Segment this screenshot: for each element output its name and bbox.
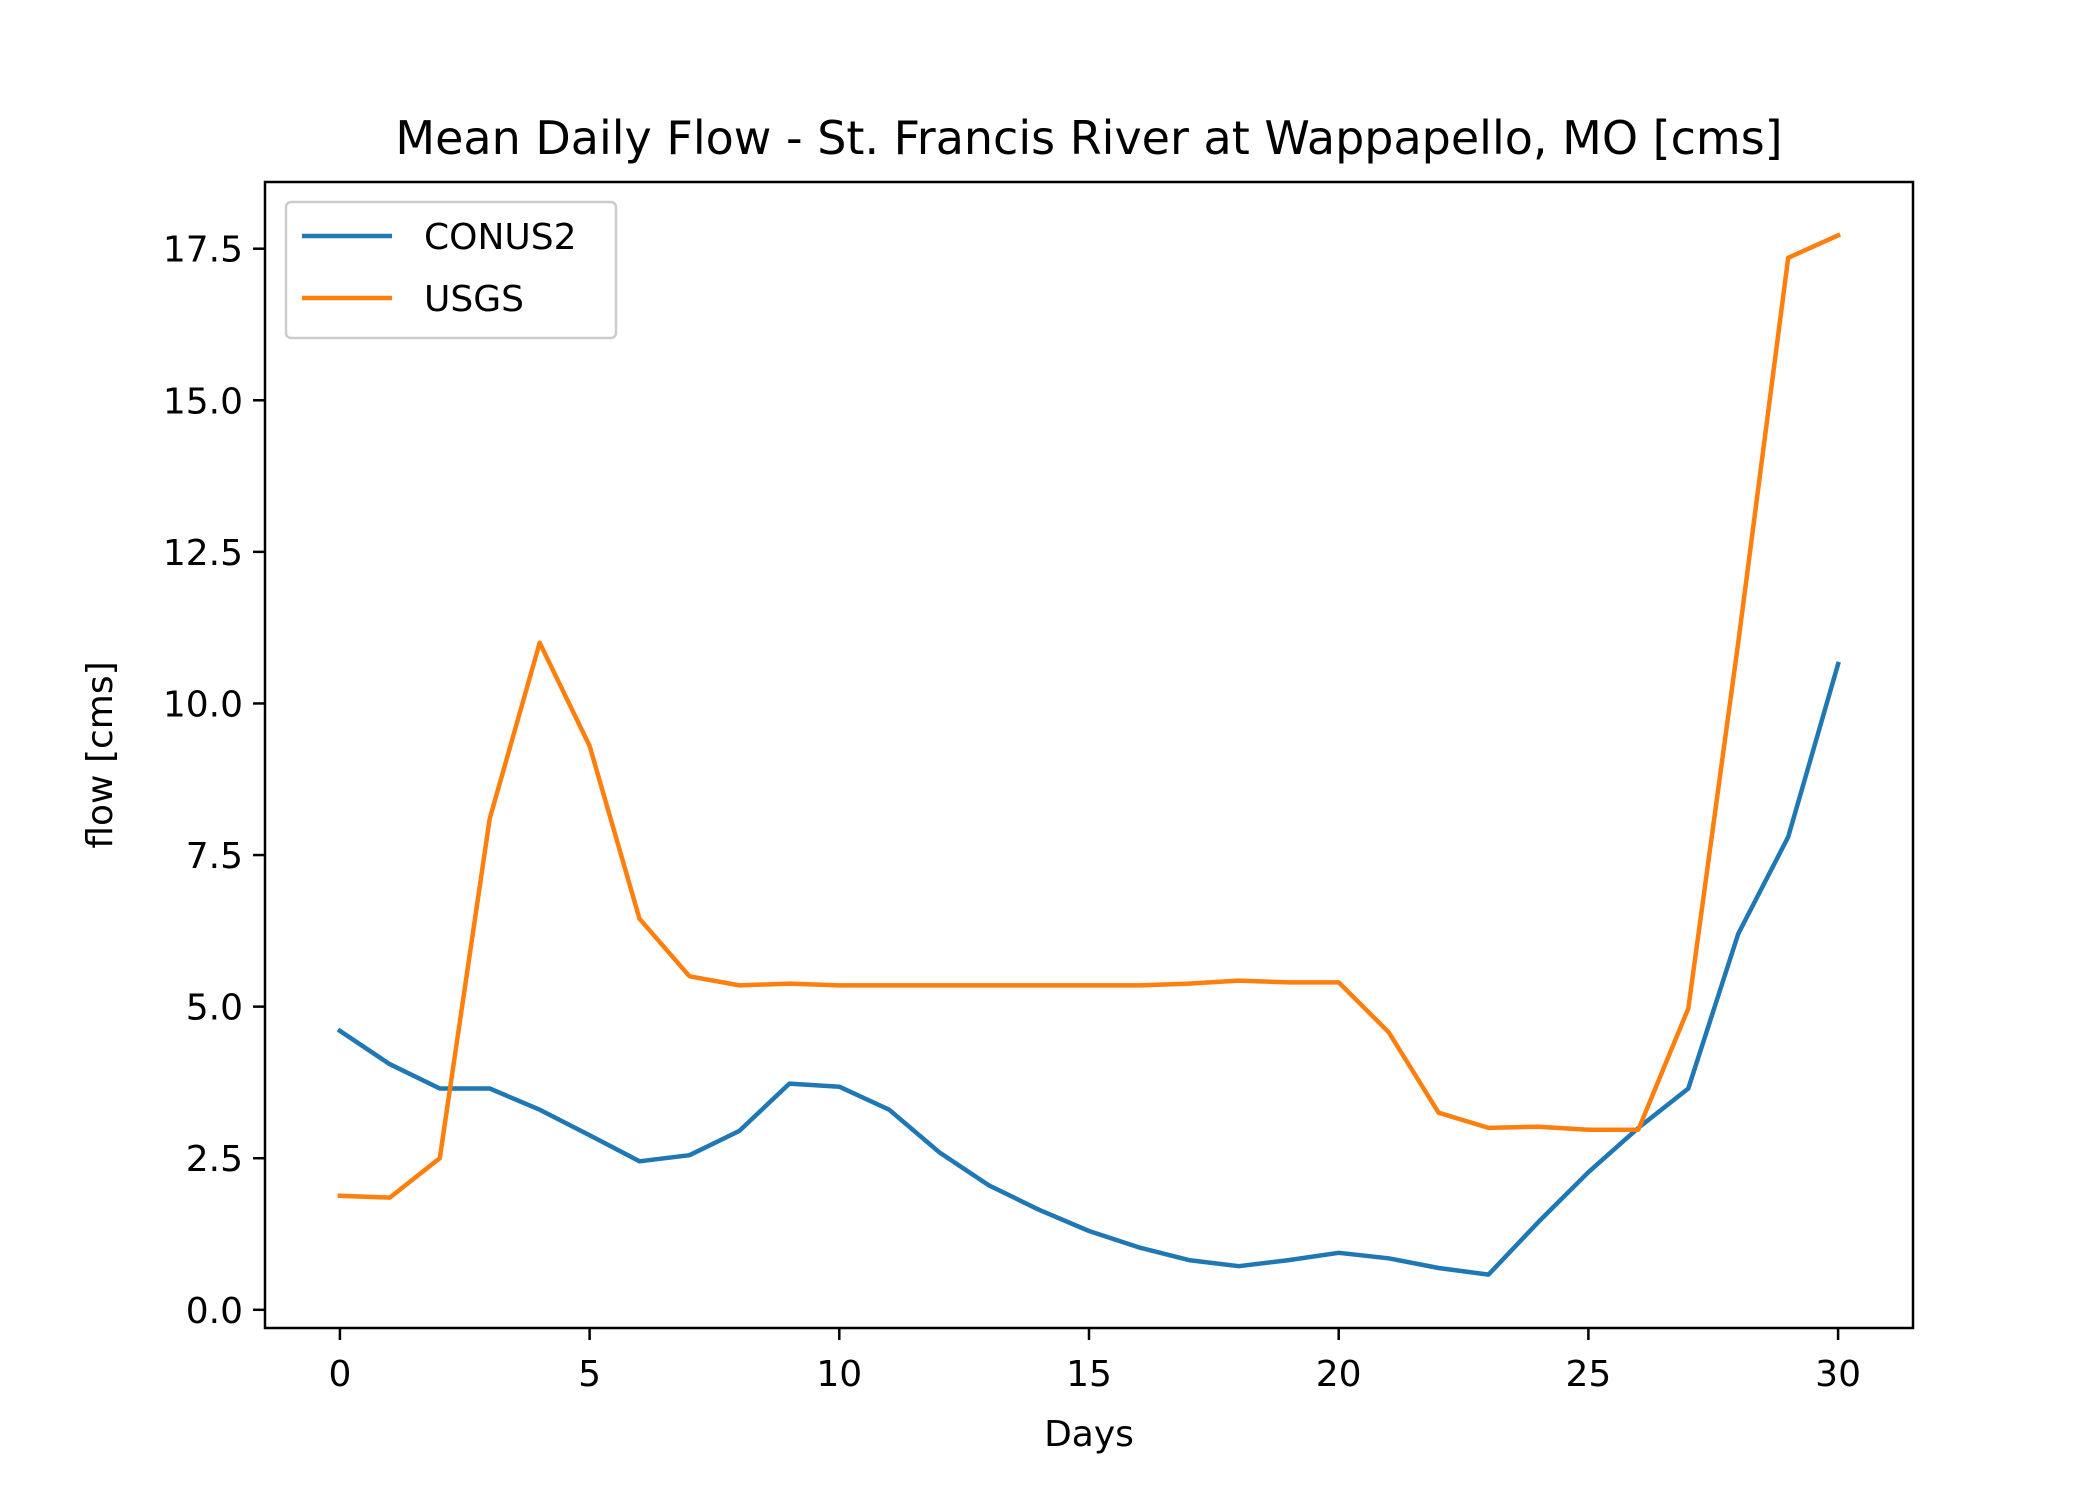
- x-tick-label: 0: [328, 1354, 351, 1395]
- series-line-usgs: [337, 232, 1842, 1200]
- x-axis: 0 5 10 15 20 25 30: [328, 1328, 1861, 1395]
- y-tick-label: 0.0: [186, 1291, 243, 1332]
- y-tick-label: 10.0: [163, 684, 243, 725]
- series-line-conus2: [336, 661, 1841, 1277]
- x-tick-label: 5: [578, 1354, 601, 1395]
- chart-title: Mean Daily Flow - St. Francis River at W…: [395, 111, 1782, 165]
- y-axis: 0.0 2.5 5.0 7.5 10.0 12.5 15.0 17.5: [163, 230, 265, 1332]
- plot-area: [336, 232, 1842, 1277]
- legend: CONUS2 USGS: [284, 200, 618, 340]
- y-tick-label: 17.5: [163, 230, 243, 271]
- x-tick-label: 30: [1815, 1354, 1861, 1395]
- y-tick-label: 5.0: [186, 988, 243, 1029]
- x-tick-label: 20: [1316, 1354, 1362, 1395]
- x-tick-label: 10: [816, 1354, 862, 1395]
- legend-label-usgs: USGS: [424, 279, 524, 320]
- y-tick-label: 12.5: [163, 533, 243, 574]
- x-tick-label: 25: [1565, 1354, 1611, 1395]
- y-axis-label: flow [cms]: [80, 661, 121, 848]
- x-axis-label: Days: [1044, 1414, 1134, 1455]
- y-tick-label: 15.0: [163, 381, 243, 422]
- x-tick-label: 15: [1066, 1354, 1112, 1395]
- y-tick-label: 7.5: [186, 836, 243, 877]
- legend-label-conus2: CONUS2: [424, 217, 577, 258]
- y-tick-label: 2.5: [186, 1139, 243, 1180]
